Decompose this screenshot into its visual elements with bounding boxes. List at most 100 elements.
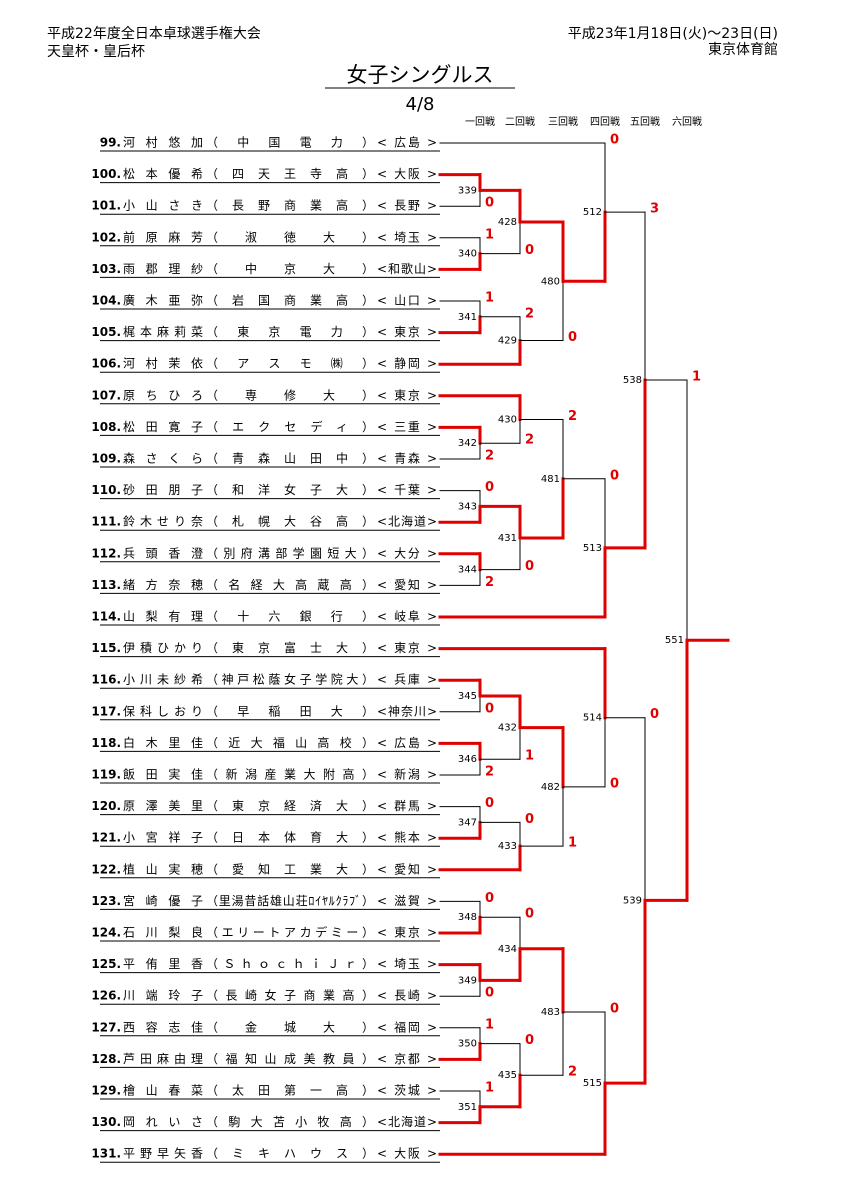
score: 2 <box>568 409 577 424</box>
round-label: 二回戦 <box>505 115 535 128</box>
player-prefecture: < 新潟 > <box>377 767 437 782</box>
score: 1 <box>692 370 701 385</box>
player-number: 127. <box>91 1020 121 1034</box>
match-number: 339 <box>458 185 477 196</box>
player-team: （エクセディ） <box>206 419 374 434</box>
player-number: 106. <box>91 357 121 371</box>
player-team: （神戸松蔭女子学院大） <box>206 672 374 687</box>
score: 2 <box>485 449 494 464</box>
event-subtitle: 天皇杯・皇后杯 <box>47 44 145 60</box>
player-prefecture: < 群馬 > <box>377 799 437 813</box>
score: 0 <box>610 776 619 791</box>
score: 0 <box>525 1033 534 1048</box>
player-team: （駒大苫小牧高） <box>206 1114 374 1129</box>
match-number: 347 <box>458 817 477 828</box>
player-team: （東京経済大） <box>206 798 374 813</box>
match-number: 481 <box>541 474 560 485</box>
player-name: 植山実穂 <box>123 861 203 876</box>
player-team: （四天王寺高） <box>206 166 374 181</box>
score: 1 <box>485 1017 494 1032</box>
player-prefecture: < 岐阜 > <box>377 610 437 624</box>
match-number: 431 <box>498 533 517 544</box>
score: 0 <box>525 559 534 574</box>
match-number: 346 <box>458 754 477 765</box>
score: 0 <box>610 133 619 148</box>
player-team: （長崎女子商業高） <box>206 988 374 1003</box>
player-name: 原澤美里 <box>123 799 203 813</box>
player-prefecture: < 青森 > <box>377 451 437 466</box>
score: 0 <box>485 196 494 211</box>
score: 1 <box>485 1081 494 1096</box>
match-number: 343 <box>458 501 477 512</box>
player-team: （アスモ㈱） <box>206 357 374 371</box>
player-number: 125. <box>91 957 121 971</box>
match-number: 539 <box>623 895 642 906</box>
player-number: 122. <box>91 862 121 876</box>
player-number: 129. <box>91 1084 121 1098</box>
player-number: 103. <box>91 262 121 276</box>
match-number: 428 <box>498 217 517 228</box>
score: 0 <box>610 1002 619 1017</box>
player-prefecture: < 山口 > <box>377 294 437 308</box>
player-team: （名経大高蔵高） <box>206 577 374 592</box>
player-prefecture: <北海道> <box>377 1114 437 1129</box>
player-name: 鈴木せり奈 <box>123 514 203 529</box>
player-prefecture: < 埼玉 > <box>377 957 437 971</box>
player-prefecture: < 静岡 > <box>377 357 437 371</box>
player-prefecture: < 長崎 > <box>377 989 437 1003</box>
player-number: 109. <box>91 452 121 466</box>
player-prefecture: < 熊本 > <box>377 830 437 845</box>
player-name: 岡れいさ <box>123 1115 203 1129</box>
player-name: 小宮祥子 <box>123 830 203 845</box>
player-prefecture: <和歌山> <box>377 261 437 276</box>
match-number: 483 <box>541 1007 560 1018</box>
player-prefecture: < 埼玉 > <box>377 230 437 244</box>
player-name: 平野早矢香 <box>123 1147 203 1161</box>
player-number: 101. <box>91 199 121 213</box>
match-number: 350 <box>458 1039 477 1050</box>
player-prefecture: < 滋賀 > <box>377 894 437 908</box>
player-name: 松本優希 <box>123 166 203 181</box>
player-team: （東京富士大） <box>206 640 374 655</box>
match-number: 512 <box>583 207 602 218</box>
match-number: 480 <box>541 276 560 287</box>
player-team: （金城大） <box>206 1019 374 1034</box>
match-number: 342 <box>458 438 477 449</box>
player-team: （愛知工業大） <box>206 862 374 876</box>
player-name: 廣木亜弥 <box>123 293 203 308</box>
player-team: （ＳｈｏｃｈｉＪｒ） <box>206 957 374 971</box>
score: 0 <box>485 891 494 906</box>
page-number: 4/8 <box>406 94 435 115</box>
player-number: 111. <box>91 515 121 529</box>
match-number: 435 <box>498 1070 517 1081</box>
player-number: 108. <box>91 420 121 434</box>
player-team: （札幌大谷高） <box>206 514 374 529</box>
player-name: 石川梨良 <box>123 925 203 940</box>
event-venue: 東京体育館 <box>708 41 778 58</box>
player-team: （和洋女子大） <box>206 482 374 497</box>
player-name: 白木里佳 <box>123 735 203 750</box>
player-name: 松田寛子 <box>123 419 203 434</box>
player-prefecture: < 東京 > <box>377 388 437 402</box>
player-number: 99. <box>100 136 121 150</box>
player-number: 112. <box>91 546 121 560</box>
score: 0 <box>485 796 494 811</box>
player-number: 119. <box>91 768 121 782</box>
player-number: 118. <box>91 736 121 750</box>
player-team: （早稲田大） <box>206 704 374 718</box>
score: 2 <box>525 306 534 321</box>
player-team: （中京大） <box>206 261 374 276</box>
player-team: （日本体育大） <box>206 830 374 845</box>
player-team: （ミキハウス） <box>206 1147 374 1161</box>
player-prefecture: < 広島 > <box>377 735 437 750</box>
score: 2 <box>485 575 494 590</box>
match-number: 340 <box>458 249 477 260</box>
player-prefecture: < 広島 > <box>377 135 437 150</box>
round-label: 三回戦 <box>548 115 578 128</box>
match-number: 433 <box>498 841 517 852</box>
player-number: 130. <box>91 1115 121 1129</box>
score: 3 <box>650 202 659 217</box>
player-prefecture: < 大分 > <box>377 546 437 560</box>
score: 1 <box>485 227 494 242</box>
